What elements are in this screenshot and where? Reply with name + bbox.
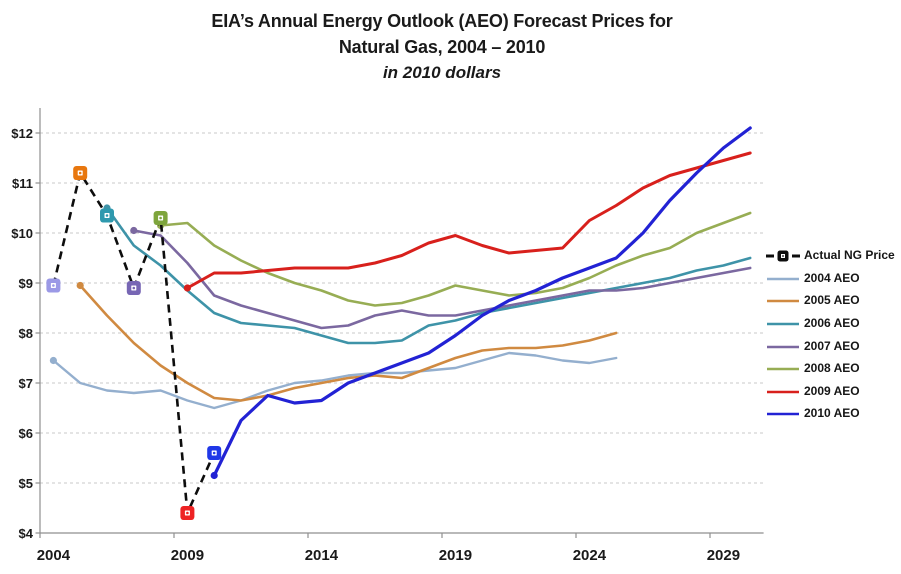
series-line-2004-aeo xyxy=(52,351,618,410)
legend-item-2007-aeo: 2007 AEO xyxy=(766,334,901,357)
chart-title: EIA’s Annual Energy Outlook (AEO) Foreca… xyxy=(0,8,884,86)
series-start-dot-2004 xyxy=(49,356,58,365)
legend-label: Actual NG Price xyxy=(804,248,895,263)
actual-marker-dot xyxy=(105,214,109,217)
series-start-dot-2009 xyxy=(183,284,191,292)
x-tick-label: 2029 xyxy=(707,547,740,564)
legend-item-actual: Actual NG Price xyxy=(766,244,901,267)
legend-item-2004-aeo: 2004 AEO xyxy=(766,267,901,290)
actual-marker-dot xyxy=(52,284,55,287)
legend-item-2005-aeo: 2005 AEO xyxy=(766,289,901,312)
legend-label: 2004 AEO xyxy=(804,270,860,285)
legend-label: 2005 AEO xyxy=(804,293,860,308)
chart-title-subtitle: in 2010 dollars xyxy=(382,63,502,82)
y-tick-label: $4 xyxy=(19,526,34,541)
chart-title-line1: EIA’s Annual Energy Outlook (AEO) Foreca… xyxy=(211,11,673,31)
x-tick-label: 2004 xyxy=(37,547,71,564)
legend-marker-2007-icon xyxy=(766,340,800,352)
legend-label: 2009 AEO xyxy=(804,383,860,398)
x-tick-label: 2024 xyxy=(573,547,607,564)
legend-marker-2008-icon xyxy=(766,362,800,374)
legend-swatch xyxy=(766,250,800,262)
legend-item-2006-aeo: 2006 AEO xyxy=(766,312,901,335)
y-tick-label: $9 xyxy=(19,276,33,291)
legend-item-2008-aeo: 2008 AEO xyxy=(766,357,901,380)
legend-marker-2006-icon xyxy=(766,317,800,329)
legend-marker-2009-icon xyxy=(766,385,800,397)
y-tick-label: $10 xyxy=(11,226,33,241)
actual-marker-dot xyxy=(186,511,189,515)
actual-marker-dot xyxy=(159,216,162,220)
series-line-2006-aeo xyxy=(105,206,752,345)
actual-marker-dot xyxy=(212,451,216,455)
actual-marker-dot xyxy=(78,171,82,175)
legend-item-2010-aeo: 2010 AEO xyxy=(766,402,901,425)
legend-swatch xyxy=(767,300,799,303)
legend-label: 2010 AEO xyxy=(804,406,860,421)
legend: Actual NG Price 2004 AEO 2005 AEO 2006 A… xyxy=(766,244,901,425)
legend-swatch xyxy=(767,367,799,371)
legend-label: 2007 AEO xyxy=(804,338,860,353)
series-line-2005-aeo xyxy=(78,284,618,402)
series-start-dot-2010 xyxy=(210,471,218,480)
legend-swatch xyxy=(767,277,799,281)
legend-swatch xyxy=(767,345,799,348)
series-line-2008-aeo xyxy=(159,211,752,307)
actual-marker-dot xyxy=(132,286,136,290)
series-line-2010-aeo xyxy=(212,126,752,478)
legend-swatch xyxy=(767,322,799,326)
y-tick-label: $12 xyxy=(11,126,33,141)
x-tick-label: 2014 xyxy=(305,547,339,564)
series-line-2007-aeo xyxy=(132,229,752,330)
series-start-dot-2007 xyxy=(130,226,138,235)
y-tick-label: $11 xyxy=(12,176,33,191)
legend-label: 2006 AEO xyxy=(804,316,860,331)
series-line-2009-aeo xyxy=(185,151,752,290)
x-tick-label: 2009 xyxy=(171,547,204,564)
y-tick-label: $5 xyxy=(19,476,33,491)
legend-label: 2008 AEO xyxy=(804,361,860,376)
legend-marker-2010-icon xyxy=(766,407,800,419)
chart-title-line2: Natural Gas, 2004 – 2010 xyxy=(338,37,546,57)
legend-item-2009-aeo: 2009 AEO xyxy=(766,380,901,403)
y-tick-label: $8 xyxy=(19,326,33,341)
y-tick-label: $7 xyxy=(19,376,33,391)
series-start-dot-2005 xyxy=(76,281,84,290)
legend-swatch xyxy=(767,413,799,416)
legend-swatch xyxy=(767,390,799,394)
legend-marker-2004-icon xyxy=(766,272,800,284)
y-tick-label: $6 xyxy=(19,426,33,441)
legend-marker-2005-icon xyxy=(766,294,800,306)
x-tick-label: 2019 xyxy=(439,547,472,564)
legend-marker-actual-icon xyxy=(766,249,800,262)
